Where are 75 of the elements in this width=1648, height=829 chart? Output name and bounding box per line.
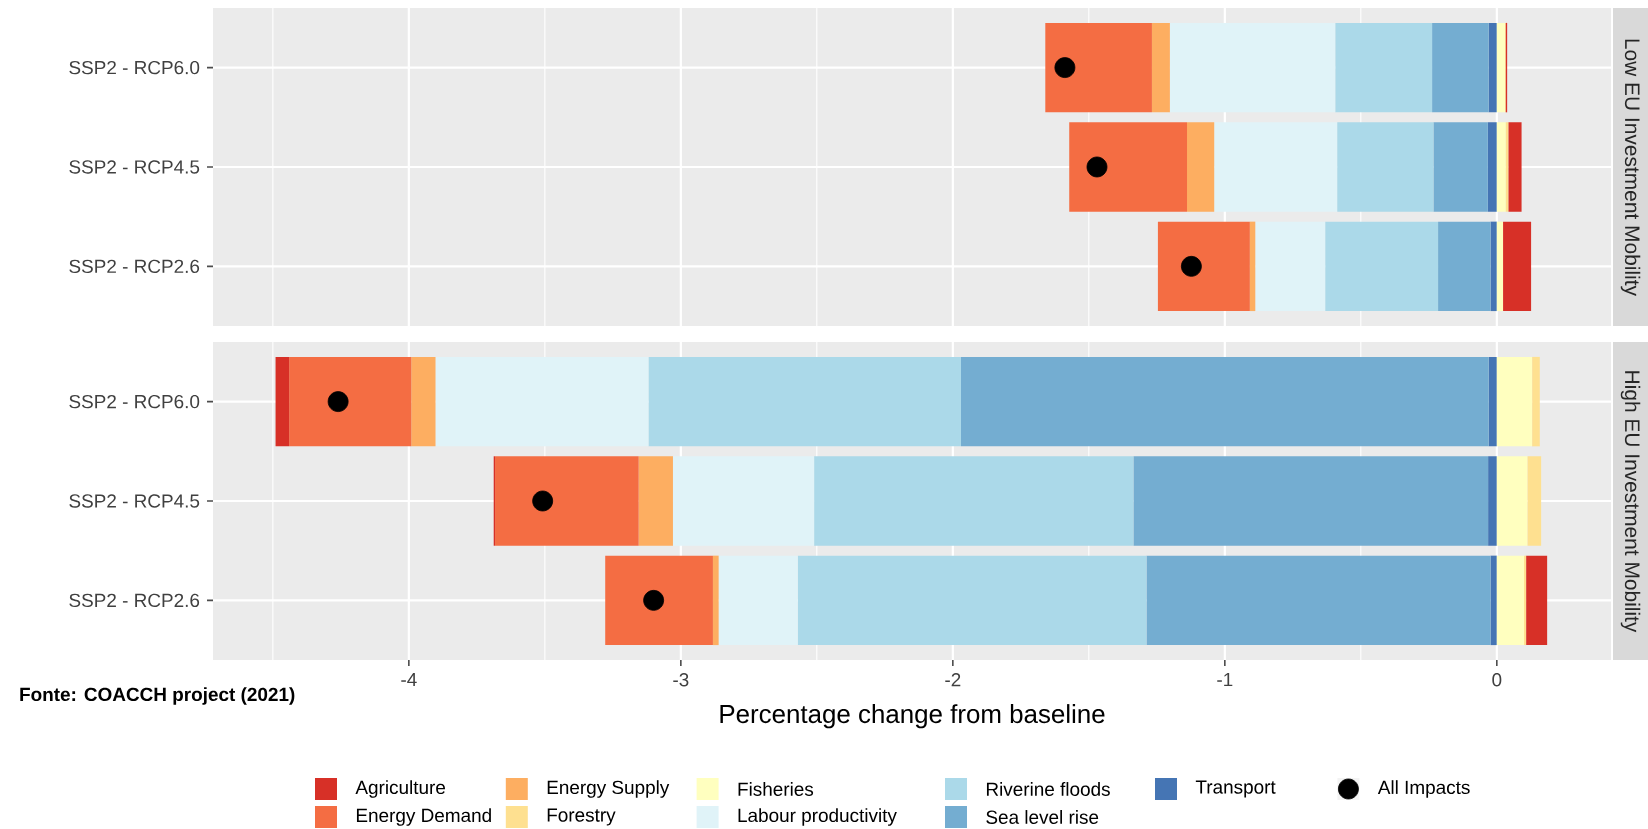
bar [1069, 122, 1188, 212]
x-tick-label: -2 [945, 673, 961, 687]
bar [1433, 122, 1488, 212]
bar [797, 555, 1147, 646]
bar [1503, 221, 1532, 312]
bar [1496, 456, 1528, 546]
bar [1527, 456, 1542, 546]
bar [1151, 22, 1170, 113]
text: High EU Investment Mobility [1620, 371, 1641, 633]
text: Low EU Investment Mobility [1620, 39, 1641, 296]
bar [275, 356, 290, 447]
bar [1133, 456, 1489, 546]
bar [1187, 122, 1215, 212]
bar [1169, 22, 1336, 113]
legend-label: Forestry [547, 808, 616, 826]
bar [1214, 122, 1338, 212]
legend-label: Fisheries [738, 782, 814, 796]
bar [672, 456, 815, 546]
bar [1496, 122, 1506, 212]
bar [1325, 221, 1439, 312]
y-tick-label: SSP2 - RCP6.0 [69, 394, 200, 409]
bar [712, 555, 719, 646]
bar [289, 356, 412, 447]
legend-label: Transport [1195, 780, 1276, 798]
bar [1157, 221, 1250, 312]
y-tick-label: SSP2 - RCP2.6 [69, 259, 200, 274]
legend-label: Agriculture [355, 780, 446, 798]
x-tick-label: -3 [673, 673, 689, 687]
legend-label: Energy Demand [356, 808, 491, 826]
bar [495, 456, 639, 546]
bar [1508, 122, 1522, 212]
legend-label: Sea level rise [986, 810, 1099, 824]
y-tick-label: SSP2 - RCP4.5 [69, 494, 200, 508]
bar [435, 356, 649, 447]
bar [638, 456, 673, 546]
bar [1490, 221, 1497, 312]
bar [1488, 456, 1497, 546]
bar [1249, 221, 1256, 312]
x-tick-label: -4 [401, 673, 417, 687]
bar [605, 555, 713, 646]
bar [1337, 122, 1434, 212]
legend-label: Riverine floods [986, 782, 1110, 796]
y-tick-label: SSP2 - RCP6.0 [69, 60, 200, 75]
bar [1524, 555, 1527, 646]
legend-label: Energy Supply [547, 780, 670, 798]
bar [1432, 22, 1489, 113]
legend-label: Labour productivity [738, 808, 897, 826]
bar [648, 356, 961, 447]
bar [1496, 22, 1505, 113]
bar [814, 456, 1134, 546]
bar [1496, 221, 1504, 312]
bar [1496, 555, 1525, 646]
bar [718, 555, 798, 646]
bar [1487, 122, 1497, 212]
bar [1532, 356, 1540, 447]
bar [960, 356, 1489, 447]
bar [1505, 122, 1509, 212]
bar [1146, 555, 1491, 646]
y-tick-label: SSP2 - RCP2.6 [69, 593, 200, 608]
x-tick-label: -1 [1217, 673, 1233, 687]
bar [411, 356, 436, 447]
x-tick-label: 0 [1492, 673, 1502, 687]
bar [1438, 221, 1491, 312]
x-axis-title: Percentage change from baseline [720, 704, 1105, 729]
bar [1526, 555, 1548, 646]
legend-label: All Impacts [1377, 780, 1470, 798]
bar [1490, 555, 1497, 646]
bar [1488, 356, 1497, 447]
bar [1488, 22, 1497, 113]
bar [1255, 221, 1326, 312]
y-tick-label: SSP2 - RCP4.5 [69, 160, 200, 174]
bar [1045, 22, 1152, 113]
bar [1496, 356, 1533, 447]
source-note: Fonte: COACCH project (2021) [20, 687, 295, 705]
bar [1335, 22, 1433, 113]
